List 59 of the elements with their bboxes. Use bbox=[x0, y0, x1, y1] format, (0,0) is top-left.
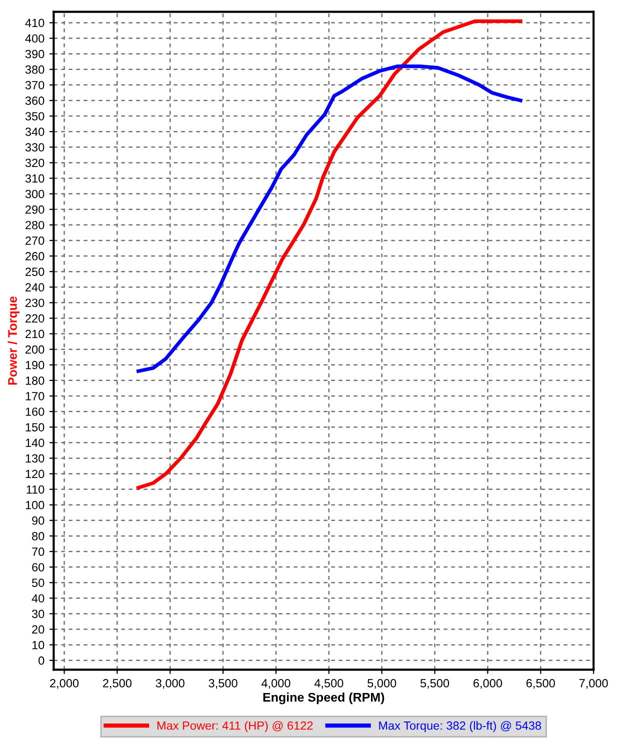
y-tick-label: 290 bbox=[26, 205, 44, 214]
x-tick-label: 6,000 bbox=[474, 679, 502, 689]
y-tick-label: 360 bbox=[25, 96, 44, 105]
y-tick-label: 60 bbox=[32, 563, 44, 572]
y-tick-label: 0 bbox=[38, 656, 44, 665]
x-tick-label: 2,500 bbox=[103, 679, 132, 689]
y-tick-label: 120 bbox=[26, 470, 44, 478]
legend-label: Max Power: 411 (HP) @ 6122 bbox=[157, 721, 313, 732]
y-tick-label: 90 bbox=[32, 516, 44, 525]
y-tick-label: 170 bbox=[26, 392, 44, 400]
y-tick-label: 110 bbox=[26, 485, 44, 494]
legend-label: Max Torque: 382 (lb-ft) @ 5438 bbox=[379, 721, 542, 732]
y-tick-label: 400 bbox=[25, 34, 44, 43]
y-tick-label: 160 bbox=[26, 408, 44, 416]
y-tick-label: 190 bbox=[26, 360, 44, 370]
y-tick-label: 300 bbox=[25, 190, 44, 198]
y-tick-label: 310 bbox=[25, 174, 44, 183]
y-axis-title: Power / Torque bbox=[8, 296, 20, 385]
y-tick-label: 260 bbox=[26, 252, 44, 260]
y-tick-label: 270 bbox=[26, 236, 44, 245]
y-tick-label: 350 bbox=[25, 112, 44, 120]
y-tick-label: 50 bbox=[32, 578, 44, 587]
y-tick-label: 100 bbox=[26, 500, 44, 510]
y-tick-label: 280 bbox=[26, 220, 44, 230]
y-tick-label: 30 bbox=[32, 610, 44, 618]
y-tick-label: 220 bbox=[26, 314, 44, 323]
y-tick-label: 200 bbox=[26, 345, 44, 354]
line-series bbox=[136, 64, 522, 373]
x-tick-label: 5,500 bbox=[420, 679, 450, 689]
x-tick-label: 7,000 bbox=[579, 679, 608, 689]
y-tick-label: 10 bbox=[32, 640, 44, 650]
x-tick-label: 5,000 bbox=[368, 679, 396, 689]
x-tick-label: 3,000 bbox=[156, 679, 184, 689]
y-tick-label: 40 bbox=[32, 594, 44, 603]
y-tick-label: 230 bbox=[26, 298, 44, 308]
y-tick-label: 130 bbox=[26, 454, 44, 463]
y-tick-label: 240 bbox=[26, 283, 44, 292]
y-tick-label: 150 bbox=[26, 423, 44, 432]
y-tick-label: 410 bbox=[25, 18, 44, 28]
y-tick-label: 140 bbox=[26, 438, 44, 448]
y-tick-label: 320 bbox=[25, 158, 44, 168]
y-tick-label: 250 bbox=[26, 268, 44, 276]
y-tick-label: 70 bbox=[32, 548, 44, 556]
y-tick-label: 340 bbox=[25, 128, 44, 136]
y-tick-label: 180 bbox=[26, 376, 44, 385]
x-tick-label: 3,500 bbox=[208, 679, 238, 689]
y-tick-label: 80 bbox=[32, 532, 44, 540]
y-tick-label: 390 bbox=[25, 50, 44, 58]
x-tick-label: 6,500 bbox=[526, 679, 555, 689]
x-axis-title: Engine Speed (RPM) bbox=[263, 692, 384, 704]
y-tick-label: 210 bbox=[26, 330, 44, 338]
y-tick-label: 330 bbox=[25, 143, 44, 152]
x-tick-label: 4,500 bbox=[314, 679, 344, 689]
x-tick-label: 2,000 bbox=[50, 679, 79, 689]
y-tick-label: 20 bbox=[32, 625, 44, 634]
y-tick-label: 370 bbox=[25, 80, 44, 90]
x-tick-label: 4,000 bbox=[261, 679, 290, 689]
y-tick-label: 380 bbox=[25, 65, 44, 74]
line-series bbox=[136, 19, 522, 490]
